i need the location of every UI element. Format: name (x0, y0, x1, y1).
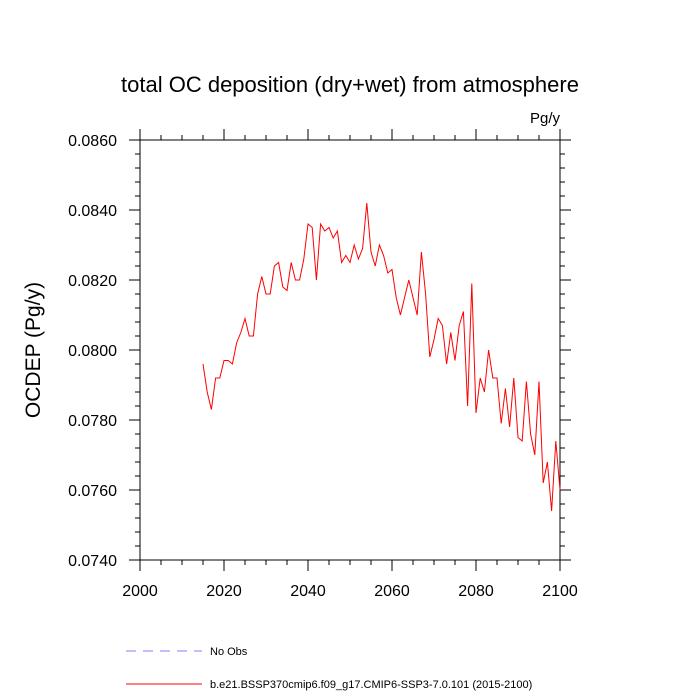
plot-frame (139, 139, 561, 561)
y-tick-label: 0.0740 (68, 553, 117, 570)
units-label: Pg/y (530, 110, 561, 127)
x-tick-label: 2060 (374, 583, 410, 600)
y-tick-label: 0.0860 (68, 133, 117, 150)
x-tick-label: 2000 (122, 583, 158, 600)
y-tick-label: 0.0820 (68, 273, 117, 290)
y-tick-label: 0.0780 (68, 413, 117, 430)
legend-label: b.e21.BSSP370cmip6.f09_g17.CMIP6-SSP3-7.… (210, 679, 532, 691)
y-axis-ticks: 0.0740 0.0760 0.0780 0.0800 0.0820 0.0840 0.08… (68, 133, 571, 570)
y-tick-label: 0.0800 (68, 343, 117, 360)
chart-title: total OC deposition (dry+wet) from atmos… (121, 72, 579, 97)
series-line (202, 202, 561, 512)
y-tick-label: 0.0840 (68, 203, 117, 220)
x-tick-label: 2040 (290, 583, 326, 600)
x-tick-label: 2100 (542, 583, 578, 600)
series-layer (202, 202, 561, 512)
legend-label: No Obs (210, 646, 248, 658)
y-tick-label: 0.0760 (68, 483, 117, 500)
x-axis-ticks: 2000 2020 2040 2060 2080 2100 (122, 129, 578, 600)
x-tick-label: 2020 (206, 583, 242, 600)
legend: No Obs b.e21.BSSP370cmip6.f09_g17.CMIP6-S… (126, 646, 532, 691)
x-tick-label: 2080 (458, 583, 494, 600)
y-axis-label: OCDEP (Pg/y) (22, 282, 45, 418)
